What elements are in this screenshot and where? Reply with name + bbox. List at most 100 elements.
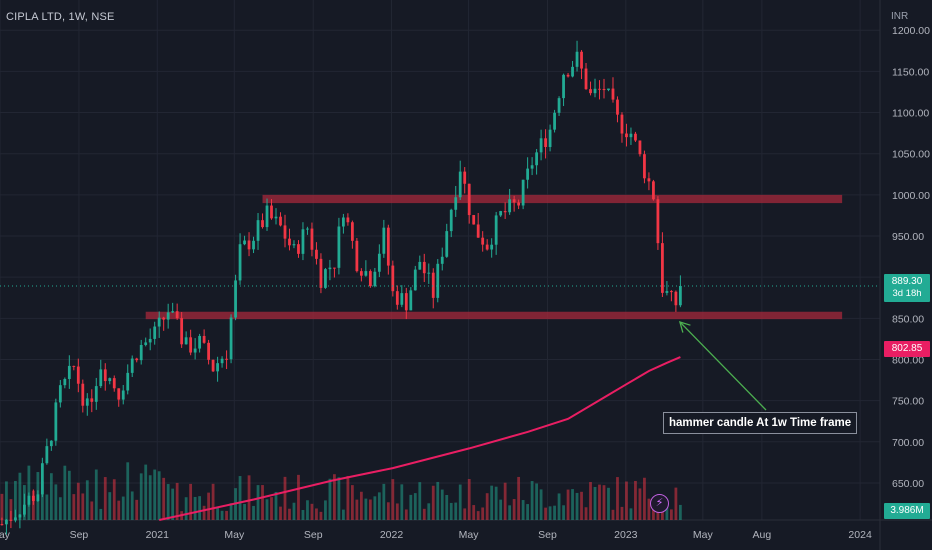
candle-body [99, 369, 103, 387]
candle-body [418, 261, 422, 270]
volume-bar [328, 478, 332, 520]
candle-body [292, 244, 296, 246]
candle-body [63, 378, 67, 386]
volume-bar [211, 483, 215, 520]
volume-bar [674, 487, 678, 520]
candle-body [391, 265, 395, 292]
candle-body [279, 216, 282, 226]
volume-bar [202, 505, 206, 520]
candle-body [270, 205, 273, 219]
volume-bar [337, 477, 341, 520]
volume-bar [301, 510, 305, 520]
candle-body [121, 390, 125, 400]
candle-body [377, 253, 381, 272]
volume-bar [279, 506, 282, 520]
volume-bar [225, 510, 228, 520]
candle-body [436, 263, 440, 298]
candle-body [198, 335, 202, 349]
candle-body [508, 199, 512, 213]
volume-bar [103, 477, 107, 520]
volume-bar [431, 485, 435, 520]
candle-body [94, 386, 98, 402]
volume-bar [319, 511, 323, 520]
candle-body [67, 365, 71, 379]
price-tick-label: 1200.00 [892, 25, 930, 37]
candle-body [220, 358, 224, 364]
candle-body [157, 317, 161, 327]
volume-bar [274, 491, 278, 520]
volume-bar [436, 481, 440, 520]
volume-bar [562, 505, 565, 520]
volume-bar [625, 481, 628, 520]
arrow-head [678, 321, 691, 333]
volume-bar [18, 472, 22, 520]
volume-bar [270, 497, 273, 520]
volume-bar [526, 504, 530, 520]
volume-bar [404, 509, 408, 520]
candle-body [373, 271, 377, 287]
candle-body [634, 133, 637, 141]
time-tick-label: Sep [70, 529, 89, 541]
volume-bar [153, 469, 157, 520]
volume-bar [247, 475, 251, 520]
candle-body [490, 244, 494, 250]
symbol-title: CIPLA LTD, 1W, NSE [6, 11, 115, 23]
volume-bar [458, 484, 462, 520]
candle-body [166, 312, 170, 320]
volume-bar [243, 504, 246, 520]
volume-bar [382, 483, 386, 520]
candle-body [539, 138, 543, 153]
candle-body [103, 369, 107, 382]
volume-bar [530, 481, 534, 520]
candle-body [665, 291, 669, 293]
candle-body [319, 258, 323, 288]
candle-body [148, 338, 152, 343]
candle-body [193, 348, 197, 353]
candle-body [184, 337, 188, 345]
volume-bar [377, 492, 381, 520]
volume-bar [54, 484, 58, 520]
volume-bar [517, 476, 521, 520]
time-tick-label: 2024 [848, 529, 872, 541]
annotation-callout[interactable]: hammer candle At 1w Time frame [663, 412, 858, 434]
candle-body [517, 202, 521, 206]
lightning-icon[interactable]: ⚡ [650, 494, 669, 513]
volume-bar [117, 500, 121, 520]
price-tick-label: 950.00 [892, 231, 924, 243]
volume-bar [36, 472, 40, 520]
candle-body [535, 152, 538, 166]
volume-bar [157, 471, 161, 520]
candle-body [678, 285, 682, 306]
time-tick-label: May [0, 529, 11, 541]
volume-bar [449, 502, 453, 520]
volume-bar [580, 491, 583, 520]
volume-bar [40, 481, 44, 520]
candle-body [521, 179, 525, 206]
candle-body [112, 378, 116, 389]
volume-bar [22, 485, 26, 520]
candle-body [445, 231, 449, 257]
volume-bar [647, 498, 651, 520]
candle-body [324, 269, 327, 288]
candle-body [310, 228, 314, 250]
volume-bar [94, 469, 98, 520]
volume-bar [90, 501, 94, 520]
volume-bar [292, 502, 296, 520]
price-tick-label: 650.00 [892, 478, 924, 490]
volume-bar [220, 510, 224, 520]
volume-bar [611, 509, 615, 520]
volume-bar [297, 474, 300, 520]
price-tick-label: 800.00 [892, 354, 924, 366]
candle-body [449, 209, 453, 232]
candle-body [616, 99, 619, 115]
volume-bar [148, 475, 152, 520]
time-tick-label: Aug [753, 529, 772, 541]
volume-bar [76, 482, 80, 520]
candle-body [499, 211, 503, 216]
candle-body [328, 267, 332, 270]
volume-bar [494, 486, 498, 520]
volume-bar [67, 470, 71, 520]
candle-body [413, 269, 417, 291]
candle-body [306, 228, 309, 230]
